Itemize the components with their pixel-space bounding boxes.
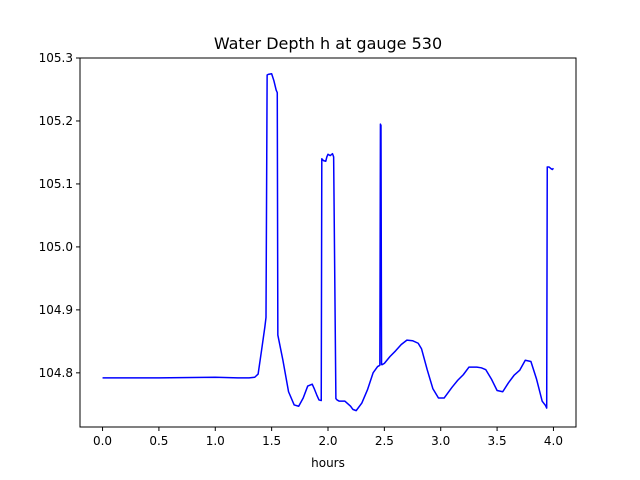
x-tick-label: 1.0	[206, 434, 225, 448]
x-tick-label: 4.0	[544, 434, 563, 448]
x-tick-label: 3.5	[488, 434, 507, 448]
x-tick-label: 0.0	[93, 434, 112, 448]
series-line	[102, 72, 555, 412]
x-tick-label: 1.5	[262, 434, 281, 448]
y-tick-label: 105.0	[39, 240, 73, 254]
y-tick-label: 105.1	[39, 177, 73, 191]
y-axis: 104.8 104.9 105.0 105.1 105.2 105.3	[39, 51, 80, 380]
x-axis-label: hours	[311, 456, 345, 470]
x-tick-label: 0.5	[149, 434, 168, 448]
x-tick-label: 3.0	[431, 434, 450, 448]
y-tick-label: 104.9	[39, 303, 73, 317]
y-tick-label: 105.2	[39, 114, 73, 128]
x-tick-label: 2.5	[375, 434, 394, 448]
chart-title: Water Depth h at gauge 530	[214, 34, 442, 53]
y-tick-label: 104.8	[39, 366, 73, 380]
y-tick-label: 105.3	[39, 51, 73, 65]
x-axis: 0.0 0.5 1.0 1.5 2.0 2.5 3.0 3.5 4.0	[93, 427, 563, 448]
x-tick-label: 2.0	[318, 434, 337, 448]
